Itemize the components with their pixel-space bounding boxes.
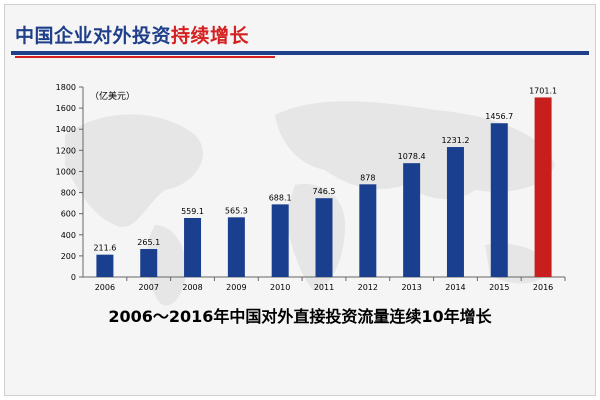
bar-value-label-2013: 1078.4 bbox=[398, 152, 426, 161]
bar-2013 bbox=[403, 163, 421, 277]
x-tick-label-2013: 2013 bbox=[401, 283, 421, 292]
x-tick-label-2009: 2009 bbox=[226, 283, 246, 292]
y-axis-unit-label: （亿美元） bbox=[90, 90, 135, 102]
bar-2014 bbox=[446, 147, 464, 277]
y-tick-label: 1600 bbox=[56, 104, 76, 113]
x-tick-label-2012: 2012 bbox=[358, 283, 378, 292]
bar-2015 bbox=[490, 123, 508, 278]
bar-2006 bbox=[96, 254, 114, 277]
title-underline-blue bbox=[11, 51, 589, 55]
bar-2009 bbox=[227, 217, 245, 277]
bar-2010 bbox=[271, 204, 289, 277]
bar-2012 bbox=[359, 184, 377, 277]
x-tick-label-2014: 2014 bbox=[445, 283, 465, 292]
title-accent-text: 持续增长 bbox=[171, 25, 250, 47]
y-tick-label: 0 bbox=[71, 273, 76, 282]
x-tick-label-2007: 2007 bbox=[139, 283, 159, 292]
x-tick-label-2008: 2008 bbox=[182, 283, 202, 292]
y-tick-label: 200 bbox=[61, 252, 76, 261]
bar-value-label-2007: 265.1 bbox=[137, 238, 160, 247]
bar-2007 bbox=[140, 249, 158, 277]
chart-caption: 2006～2016年中国对外直接投资流量连续10年增长 bbox=[108, 307, 492, 326]
bar-value-label-2008: 559.1 bbox=[181, 207, 204, 216]
bar-value-label-2011: 746.5 bbox=[313, 187, 336, 196]
y-tick-label: 1200 bbox=[56, 146, 76, 155]
y-tick-label: 1000 bbox=[56, 167, 76, 176]
y-tick-label: 1800 bbox=[56, 83, 76, 92]
y-tick-label: 1400 bbox=[56, 125, 76, 134]
title-main-text: 中国企业对外投资 bbox=[15, 25, 172, 47]
y-tick-label: 600 bbox=[61, 210, 76, 219]
x-tick-label-2015: 2015 bbox=[489, 283, 509, 292]
bar-value-label-2016: 1701.1 bbox=[529, 86, 557, 95]
bar-value-label-2009: 565.3 bbox=[225, 206, 248, 215]
x-tick-label-2011: 2011 bbox=[314, 283, 334, 292]
bar-value-label-2012: 878 bbox=[360, 173, 375, 182]
bar-2008 bbox=[184, 217, 202, 277]
bar-value-label-2014: 1231.2 bbox=[441, 136, 469, 145]
bar-value-label-2010: 688.1 bbox=[269, 193, 292, 202]
x-tick-label-2010: 2010 bbox=[270, 283, 290, 292]
x-tick-label-2016: 2016 bbox=[533, 283, 553, 292]
y-tick-label: 400 bbox=[61, 231, 76, 240]
bar-value-label-2006: 211.6 bbox=[93, 244, 116, 253]
title-underline-red bbox=[15, 56, 275, 58]
chart-bars: 211.6 265.1 559.1 565.3 688.1 746.5 878 1078.4 1… bbox=[93, 86, 557, 278]
y-tick-label: 800 bbox=[61, 189, 76, 198]
bar-2016 bbox=[534, 97, 552, 277]
investment-bar-chart: （亿美元） 0 200 400 600 800 1000 1200 1400 1600 1800 2… bbox=[56, 83, 566, 292]
slide-frame: 中国企业对外投资持续增长 （亿美元） 0 200 400 600 800 1000 1200… bbox=[4, 4, 596, 396]
x-tick-label-2006: 2006 bbox=[95, 283, 115, 292]
bar-value-label-2015: 1456.7 bbox=[485, 112, 513, 121]
bar-2011 bbox=[315, 198, 333, 277]
slide-title: 中国企业对外投资持续增长 bbox=[15, 21, 249, 48]
